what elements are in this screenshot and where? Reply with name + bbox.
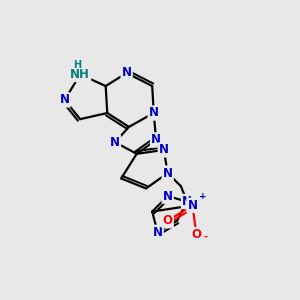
Text: O: O <box>191 228 201 241</box>
Text: NH: NH <box>70 68 90 81</box>
Text: N: N <box>153 226 163 239</box>
Text: N: N <box>188 199 197 212</box>
Text: N: N <box>122 67 132 80</box>
Text: +: + <box>199 192 206 201</box>
Text: N: N <box>110 136 120 149</box>
Text: N: N <box>159 143 169 157</box>
Text: O: O <box>163 214 173 227</box>
Text: N: N <box>149 106 159 119</box>
Text: N: N <box>163 190 173 203</box>
Text: H: H <box>73 60 81 70</box>
Text: N: N <box>60 93 70 106</box>
Text: N: N <box>182 195 192 208</box>
Text: -: - <box>203 231 207 241</box>
Text: N: N <box>163 167 173 180</box>
Text: N: N <box>151 134 161 146</box>
